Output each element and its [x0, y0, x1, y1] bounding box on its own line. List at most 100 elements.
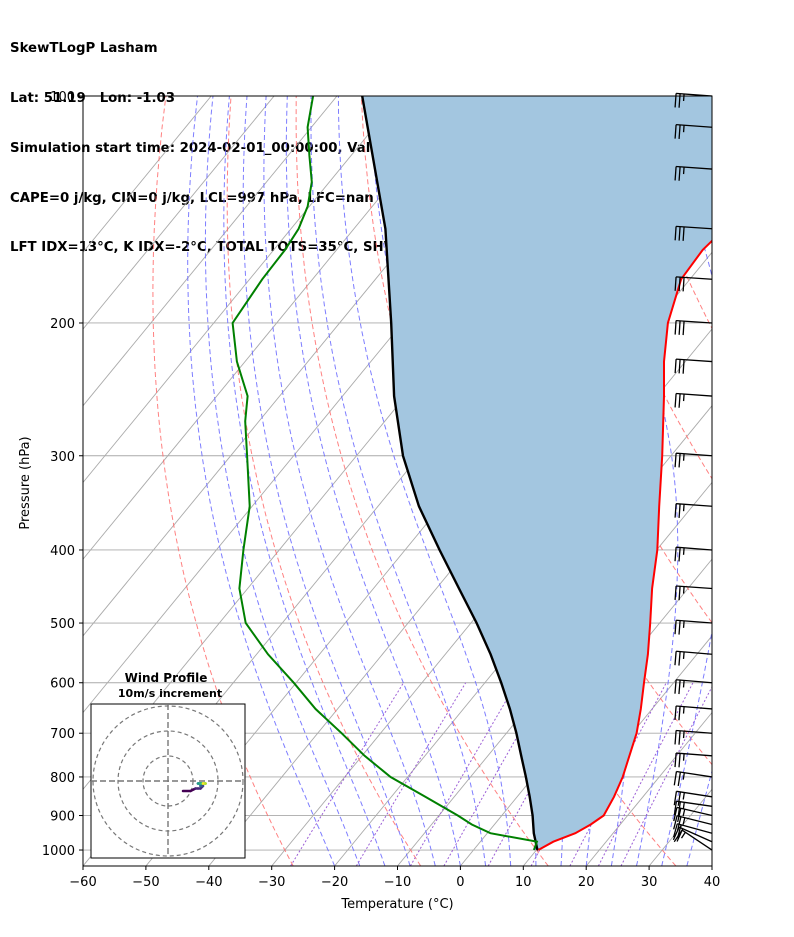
wind-barb [673, 815, 713, 831]
wind-barb-feather [678, 320, 681, 335]
wind-barb [674, 319, 713, 336]
wind-barb-staff [678, 826, 713, 843]
parcel-profile-line [361, 96, 540, 851]
mixing-ratio-line [409, 682, 518, 866]
wind-barb-feather [674, 166, 677, 181]
wind-barb-staff [676, 225, 713, 230]
wind-barb-feather [674, 730, 677, 745]
temperature-line [537, 239, 712, 851]
wind-barb-feather [682, 321, 685, 336]
wind-barb-staff [676, 165, 713, 170]
wind-barb-feather [678, 586, 681, 601]
wind-barb [674, 650, 713, 666]
wind-barb-staff [676, 452, 713, 457]
wind-barb-half-feather [682, 772, 685, 780]
wind-barb-feather [677, 801, 681, 816]
wind-barb-feather [677, 808, 682, 823]
x-tick-label: −60 [69, 875, 96, 890]
wind-barb-staff [676, 585, 713, 590]
isotherm-line [711, 865, 712, 866]
wind-barb-staff [676, 276, 713, 280]
x-tick-label: −30 [258, 875, 285, 890]
wind-barb-feather [673, 771, 678, 786]
wind-barb [674, 752, 713, 768]
wind-barb-feather [682, 226, 685, 241]
wind-barb-feather [673, 791, 678, 806]
wind-barb-feather [677, 791, 682, 806]
wind-barb-feather [682, 277, 685, 292]
wind-barb-feather [678, 124, 681, 139]
wind-barb-staff [676, 815, 713, 826]
wind-barb-feather [677, 771, 682, 787]
mixing-ratio-line [597, 682, 694, 866]
isotherm-line [83, 96, 212, 254]
wind-barb [674, 705, 713, 721]
dry-adiabat [752, 96, 794, 866]
wind-barb-feather [674, 651, 677, 666]
wind-barb [674, 165, 713, 181]
wind-barb-feather [674, 547, 677, 562]
wind-barb-feather [678, 393, 681, 408]
x-tick-label: −40 [195, 875, 222, 890]
axes: −60 −50 −40 −30 −20 −10 0 10 20 30 40 1000 900 800 700… [18, 90, 720, 912]
wind-barb [674, 679, 713, 695]
moist-adiabat [263, 96, 436, 866]
wind-barb-half-feather [682, 792, 685, 800]
wind-barb-feather [674, 393, 677, 408]
wind-barb-feather [678, 730, 681, 745]
mixing-ratio-line [355, 682, 467, 866]
dewpoint-line [231, 96, 539, 851]
wind-barb-half-feather [682, 817, 686, 825]
wind-barb-feather [676, 816, 682, 831]
isotherm-line [397, 481, 712, 866]
wind-barb-half-feather [682, 680, 685, 688]
hodograph-inset: Wind Profile 10m/s increment [90, 671, 246, 859]
wind-barb [674, 729, 713, 745]
wind-barb-feather [678, 277, 681, 292]
x-tick-label: −50 [132, 875, 159, 890]
isotherm-line [83, 96, 275, 330]
wind-barb-feather [674, 320, 677, 335]
moist-adiabat [285, 96, 461, 866]
hodograph-plot [91, 704, 245, 858]
dry-adiabat [152, 96, 294, 866]
moist-adiabat [573, 96, 679, 866]
wind-barb-feather [674, 705, 677, 720]
wind-barb-staff [681, 829, 713, 851]
y-tick-label: 600 [50, 677, 75, 692]
wind-barb-half-feather [682, 620, 685, 628]
x-tick-label: 30 [641, 875, 658, 890]
wind-barb-staff [676, 770, 713, 778]
wind-barb-feather [674, 359, 677, 374]
x-tick-label: 10 [515, 875, 532, 890]
wind-barb-feather [674, 453, 677, 468]
wind-barb-feather [678, 453, 681, 468]
wind-barb-feather [678, 166, 681, 181]
wind-barb [674, 358, 713, 374]
wind-barb-staff [676, 800, 713, 807]
wind-barb-feather [678, 753, 681, 768]
hodograph-subtitle: 10m/s increment [118, 687, 222, 700]
wind-barb-staff [676, 619, 713, 624]
wind-barb-staff [677, 823, 713, 834]
wind-barb-feather [678, 359, 681, 374]
moist-adiabat [337, 96, 512, 866]
x-axis-label: Temperature (°C) [340, 897, 453, 912]
wind-barb-staff [676, 503, 713, 507]
chart-title: SkewTLogP Lasham [10, 41, 158, 57]
wind-barb-feather [678, 226, 681, 241]
wind-barb-half-feather [682, 547, 685, 555]
wind-barb-feather [672, 823, 678, 838]
wind-barb-feather [674, 276, 677, 291]
wind-barb-half-feather [682, 651, 685, 659]
wind-barb-staff [676, 319, 713, 324]
mixing-ratio-line [290, 682, 404, 866]
isotherm-line [83, 96, 464, 560]
isotherm-line [83, 96, 401, 484]
moist-adiabat [187, 96, 336, 866]
y-tick-label: 400 [50, 544, 75, 559]
wind-barb-feather [678, 620, 681, 635]
isotherm-line [83, 96, 338, 407]
wind-barb-feather [674, 679, 677, 694]
